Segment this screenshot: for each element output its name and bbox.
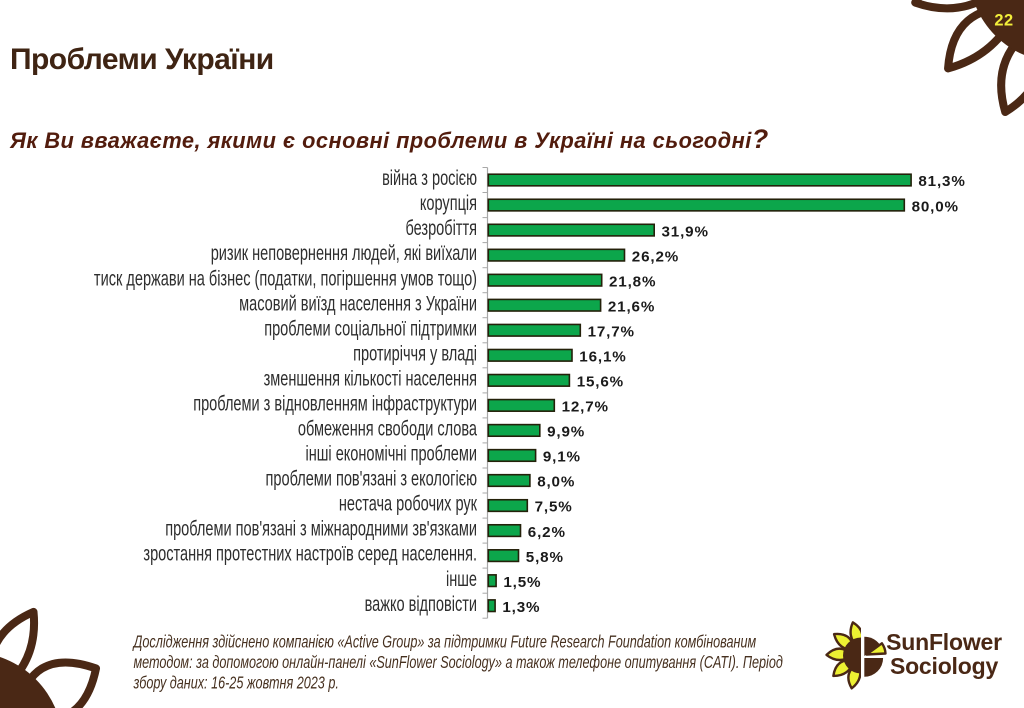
svg-text:5,8%: 5,8% (526, 549, 564, 566)
svg-text:1,3%: 1,3% (502, 599, 540, 616)
svg-text:протиріччя у владі: протиріччя у владі (353, 342, 477, 365)
svg-text:проблеми соціальної підтримки: проблеми соціальної підтримки (264, 317, 477, 340)
svg-text:методом: за допомогою онлайн-п: методом: за допомогою онлайн-панелі «Sun… (134, 653, 783, 672)
svg-text:інші економічні проблеми: інші економічні проблеми (306, 442, 477, 465)
svg-text:корупція: корупція (420, 192, 477, 215)
svg-text:війна з росією: війна з росією (382, 167, 477, 190)
svg-text:9,9%: 9,9% (547, 424, 585, 441)
svg-text:21,8%: 21,8% (609, 273, 656, 290)
svg-text:8,0%: 8,0% (537, 474, 575, 491)
svg-text:12,7%: 12,7% (562, 399, 609, 416)
svg-text:31,9%: 31,9% (662, 223, 709, 240)
svg-text:7,5%: 7,5% (535, 499, 573, 516)
svg-text:Дослідження здійснено компаніє: Дослідження здійснено компанією «Active … (132, 632, 757, 651)
svg-text:безробіття: безробіття (405, 217, 477, 240)
svg-text:нестача робочих рук: нестача робочих рук (339, 492, 477, 515)
svg-text:26,2%: 26,2% (632, 248, 679, 265)
svg-text:зменшення кількості населення: зменшення кількості населення (264, 367, 477, 390)
svg-text:17,7%: 17,7% (588, 323, 635, 340)
svg-text:інше: інше (446, 567, 477, 590)
svg-text:проблеми пов'язані з міжнародн: проблеми пов'язані з міжнародними зв'язк… (165, 517, 477, 540)
svg-text:9,1%: 9,1% (543, 449, 581, 466)
svg-text:80,0%: 80,0% (912, 198, 959, 215)
svg-text:ризик неповернення людей, які: ризик неповернення людей, які виїхали (211, 242, 477, 265)
svg-text:збору даних: 16-25 жовтня 2023: збору даних: 16-25 жовтня 2023 р. (133, 673, 339, 692)
svg-text:важко відповісти: важко відповісти (365, 592, 477, 615)
svg-text:1,5%: 1,5% (503, 574, 541, 591)
svg-text:масовий виїзд населення з Укра: масовий виїзд населення з України (239, 292, 477, 315)
svg-text:21,6%: 21,6% (608, 298, 655, 315)
svg-text:22: 22 (994, 12, 1013, 30)
svg-text:проблеми пов'язані з екологією: проблеми пов'язані з екологією (266, 467, 477, 490)
svg-text:81,3%: 81,3% (918, 173, 965, 190)
svg-text:тиск держави на бізнес (податк: тиск держави на бізнес (податки, погірше… (94, 267, 477, 290)
svg-text:обмеження свободи слова: обмеження свободи слова (298, 417, 478, 440)
svg-text:проблеми з відновленням інфрас: проблеми з відновленням інфраструктури (193, 392, 477, 415)
svg-text:15,6%: 15,6% (577, 374, 624, 391)
svg-text:16,1%: 16,1% (579, 349, 626, 366)
svg-text:6,2%: 6,2% (528, 524, 566, 541)
svg-text:зростання протестних настроїв: зростання протестних настроїв серед насе… (143, 542, 477, 565)
